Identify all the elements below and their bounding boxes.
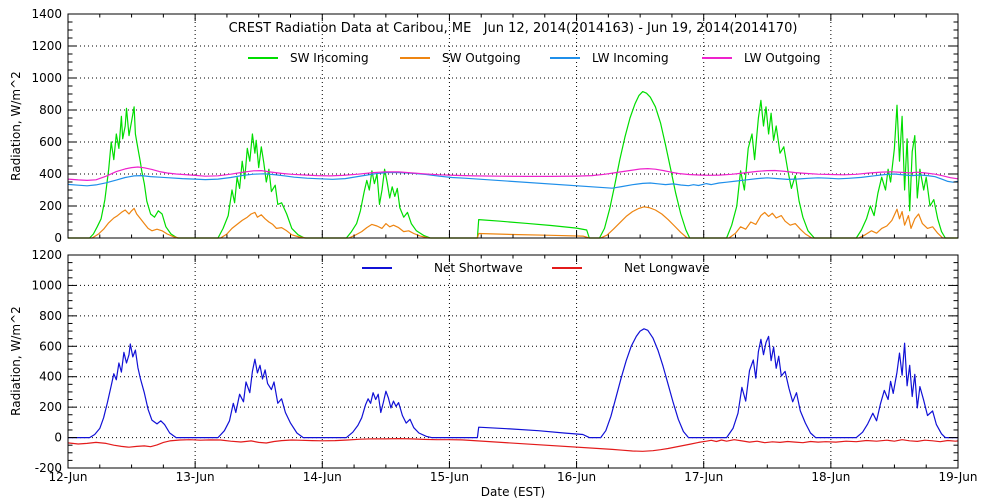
y-tick-label: 1400: [31, 7, 62, 21]
legend-item-lw-outgoing: LW Outgoing: [702, 51, 821, 65]
legend-label: LW Outgoing: [744, 51, 821, 65]
legend-label: Net Shortwave: [434, 261, 523, 275]
legend-item-net-longwave: Net Longwave: [552, 261, 710, 275]
x-tick-label: 17-Jun: [684, 470, 723, 484]
x-tick-label: 19-Jun: [938, 470, 977, 484]
sw-outgoing-line-swatch: [400, 57, 430, 59]
bottom-y-axis-label: Radiation, W/m^2: [9, 306, 23, 416]
legend-label: SW Incoming: [290, 51, 369, 65]
chart-title: CREST Radiation Data at Caribou, ME Jun …: [228, 21, 798, 36]
y-tick-label: 1200: [31, 248, 62, 262]
y-tick-label: 200: [39, 400, 62, 414]
y-tick-label: 400: [39, 370, 62, 384]
lw-incoming-line: [67, 171, 959, 189]
legend-item-lw-incoming: LW Incoming: [550, 51, 669, 65]
x-tick-label: 16-Jun: [557, 470, 596, 484]
x-tick-label: 13-Jun: [176, 470, 215, 484]
legend-item-net-shortwave: Net Shortwave: [362, 261, 523, 275]
y-tick-label: 200: [39, 199, 62, 213]
net-shortwave-line: [68, 328, 958, 439]
x-tick-label: 12-Jun: [48, 470, 87, 484]
legend-label: LW Incoming: [592, 51, 669, 65]
y-tick-label: 800: [39, 103, 62, 117]
legend-label: SW Outgoing: [442, 51, 521, 65]
y-tick-label: 600: [39, 339, 62, 353]
lw-outgoing-line: [67, 166, 959, 181]
net-shortwave-line-swatch: [362, 267, 392, 269]
y-tick-label: -200: [35, 461, 62, 475]
y-tick-label: 1200: [31, 39, 62, 53]
x-tick-label: 18-Jun: [811, 470, 850, 484]
lw-outgoing-line-swatch: [702, 57, 732, 59]
sw-incoming-line: [68, 90, 958, 239]
y-tick-label: 400: [39, 167, 62, 181]
x-axis-label: Date (EST): [480, 485, 546, 499]
top-y-axis-label: Radiation, W/m^2: [9, 71, 23, 181]
bottom-panel-frame: [67, 254, 959, 469]
y-tick-label: 1000: [31, 71, 62, 85]
legend-item-sw-incoming: SW Incoming: [248, 51, 369, 65]
y-tick-label: 600: [39, 135, 62, 149]
y-tick-label: 0: [54, 231, 62, 245]
net-longwave-line-swatch: [552, 267, 582, 269]
sw-incoming-line-swatch: [248, 57, 278, 59]
legend-label: Net Longwave: [624, 261, 710, 275]
y-tick-label: 1000: [31, 278, 62, 292]
top-panel-frame: [67, 13, 959, 239]
x-tick-label: 14-Jun: [303, 470, 342, 484]
y-tick-label: 800: [39, 309, 62, 323]
lw-incoming-line-swatch: [550, 57, 580, 59]
legend-item-sw-outgoing: SW Outgoing: [400, 51, 521, 65]
y-tick-label: 0: [54, 431, 62, 445]
x-tick-label: 15-Jun: [430, 470, 469, 484]
net-longwave-line: [67, 438, 959, 452]
